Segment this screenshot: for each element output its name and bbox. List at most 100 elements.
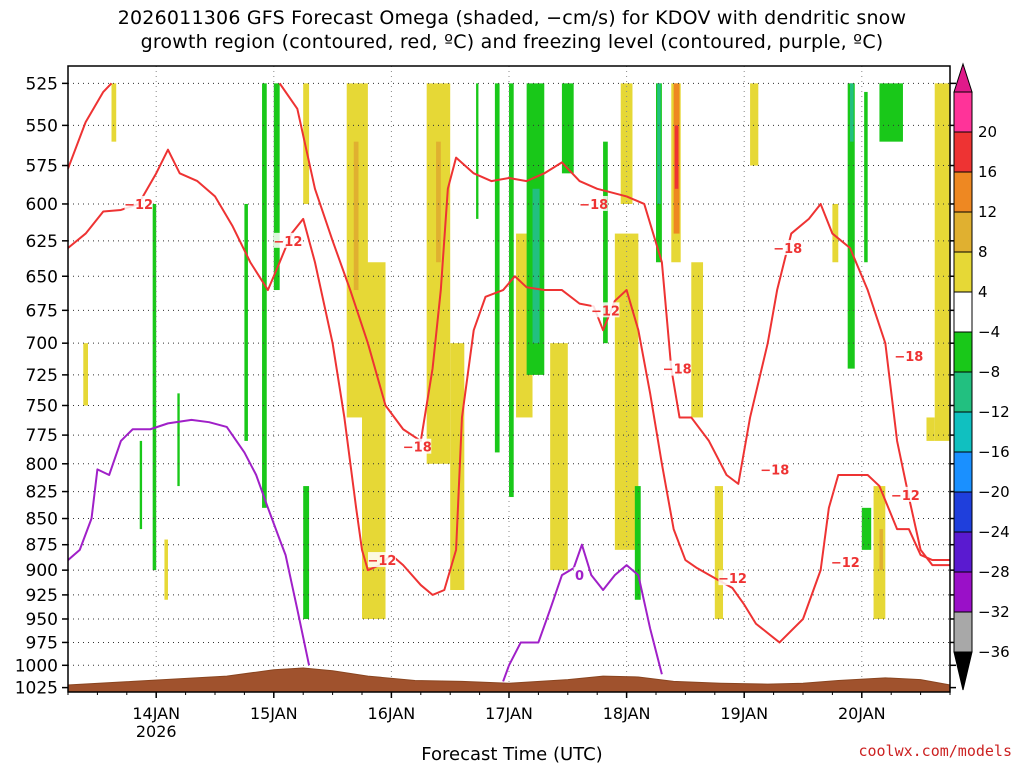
omega-cell <box>879 83 903 142</box>
contour-label: −18 <box>760 463 789 478</box>
omega-cell <box>550 343 568 571</box>
y-tick-label: 650 <box>26 267 58 287</box>
x-tick-label: 17JAN <box>485 704 533 723</box>
colorbar-label: 8 <box>978 243 988 261</box>
omega-cell <box>494 83 500 453</box>
y-tick-label: 700 <box>26 334 58 354</box>
colorbar-box <box>953 411 973 453</box>
colorbar-label: 12 <box>978 203 997 221</box>
y-tick-label: 775 <box>26 426 58 446</box>
contour-labels: −12 −12 −18 −12 −18 −12 −18 −18 −18 −12 −12 −18 −12 0 <box>124 195 923 587</box>
contour-label: −12 <box>273 235 302 250</box>
y-tick-label: 1025 <box>15 679 58 699</box>
y-tick-label: 625 <box>26 232 58 252</box>
omega-cell <box>532 188 540 344</box>
x-tick-label: 20JAN <box>838 704 886 723</box>
omega-cell <box>303 83 310 204</box>
contour-label-bg <box>718 570 747 586</box>
colorbar-box <box>953 171 973 213</box>
y-tick-label: 725 <box>26 366 58 386</box>
omega-cell <box>603 141 608 344</box>
omega-cell <box>152 203 157 571</box>
x-tick-label: 18JAN <box>603 704 651 723</box>
colorbar-label: −36 <box>978 643 1010 661</box>
omega-cell <box>561 83 574 174</box>
x-axis-label: Forecast Time (UTC) <box>421 744 603 765</box>
omega-cell <box>861 507 872 550</box>
contour-dgz_upper_-18 <box>68 82 950 567</box>
grid <box>68 66 950 692</box>
contour-label: −12 <box>891 489 920 504</box>
colorbar-label: 4 <box>978 283 988 301</box>
colorbar-label: −32 <box>978 603 1010 621</box>
omega-cell <box>353 141 359 291</box>
y-tick-label: 600 <box>26 195 58 215</box>
y-tick-label: 900 <box>26 561 58 581</box>
contour-label: −18 <box>579 198 608 213</box>
omega-cell <box>111 83 117 142</box>
colorbar-bottom-arrow <box>953 651 973 691</box>
y-tick-label: 1000 <box>15 656 58 676</box>
omega-cell <box>620 83 633 204</box>
y-tick-label: 875 <box>26 536 58 556</box>
contour-label: −18 <box>663 363 692 378</box>
y-tick-label: 825 <box>26 483 58 503</box>
colorbar-label: −12 <box>978 403 1010 421</box>
omega-cell <box>273 83 280 291</box>
omega-cell <box>657 83 661 204</box>
credit-text: coolwx.com/models <box>858 742 1012 760</box>
omega-cell <box>262 83 267 508</box>
contour-dgz_lower_-12 <box>68 148 950 644</box>
omega-cell <box>450 343 465 591</box>
y-tick-label: 550 <box>26 116 58 136</box>
y-tick-label: 675 <box>26 301 58 321</box>
omega-cell <box>426 83 451 464</box>
contour-label-bg <box>894 347 923 363</box>
contour-label-bg <box>273 232 302 248</box>
omega-cell <box>177 393 180 487</box>
contour-label-bg <box>579 195 608 211</box>
contour-label: −18 <box>403 441 432 456</box>
contour-label-bg <box>831 554 860 570</box>
y-tick-label: 975 <box>26 633 58 653</box>
colorbar-label: −16 <box>978 443 1010 461</box>
colorbar: 20 16 12 8 4 −4 −8 −12 −16 −20 −24 −28 −32 −36 <box>953 62 1010 691</box>
contour-label: −12 <box>124 198 153 213</box>
colorbar-box <box>953 331 973 373</box>
colorbar-label: −24 <box>978 523 1010 541</box>
contour-label-bg <box>367 552 396 568</box>
colorbar-label: 16 <box>978 163 997 181</box>
contours <box>68 82 950 682</box>
x-tick-sublabel: 2026 <box>136 722 177 741</box>
colorbar-box <box>953 291 973 333</box>
contour-label-bg <box>663 360 692 376</box>
omega-cell <box>83 343 88 406</box>
omega-cell <box>244 203 248 441</box>
y-tick-label: 750 <box>26 396 58 416</box>
omega-cell <box>362 262 386 619</box>
contour-freezing_level_0 <box>68 418 663 682</box>
colorbar-box <box>953 131 973 173</box>
colorbar-label: 20 <box>978 123 997 141</box>
omega-cell <box>634 486 641 600</box>
colorbar-label: −20 <box>978 483 1010 501</box>
omega-cell <box>879 529 883 571</box>
chart-title-line1: 2026011306 GFS Forecast Omega (shaded, −… <box>117 7 907 29</box>
colorbar-box <box>953 531 973 573</box>
omega-cell <box>832 203 839 263</box>
colorbar-box <box>953 251 973 293</box>
contour-label-bg <box>124 195 153 211</box>
colorbar-label: −4 <box>978 323 1000 341</box>
x-tick-label: 15JAN <box>250 704 298 723</box>
omega-cell <box>303 486 310 619</box>
colorbar-label: −8 <box>978 363 1000 381</box>
colorbar-box <box>953 491 973 533</box>
colorbar-label: −28 <box>978 563 1010 581</box>
contour-label: −12 <box>367 554 396 569</box>
omega-cell <box>674 125 679 189</box>
colorbar-box <box>953 371 973 413</box>
contour-label: −18 <box>773 242 802 257</box>
y-tick-label: 525 <box>26 74 58 94</box>
